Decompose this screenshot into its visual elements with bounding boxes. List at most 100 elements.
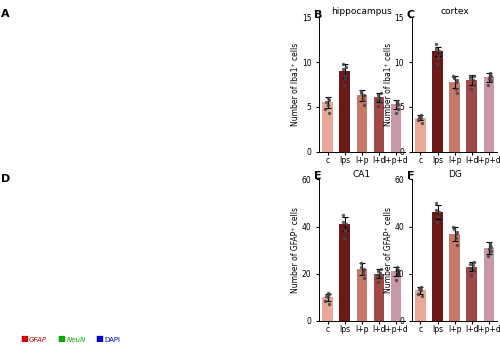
Point (360, 102, 368, 108)
Point (377, 100, 385, 105)
Point (392, 100, 400, 105)
Point (486, 240, 494, 246)
Bar (432, 213, 443, 321)
Text: GFAP: GFAP (29, 337, 47, 343)
Point (394, 106, 402, 111)
Point (470, 267, 478, 273)
Point (470, 82, 478, 87)
Point (415, 114, 423, 120)
Bar (432, 51, 443, 152)
Point (359, 93, 367, 99)
Point (357, 264, 365, 269)
Bar (340, 71, 350, 152)
Bar (484, 248, 494, 321)
Point (357, 91, 365, 96)
Point (342, 227, 349, 233)
Point (340, 67, 347, 72)
Point (470, 259, 478, 265)
Point (467, 272, 475, 278)
Point (356, 88, 364, 93)
Point (324, 290, 332, 295)
Text: F: F (407, 171, 414, 181)
Point (358, 271, 366, 276)
Point (434, 213, 442, 219)
Point (486, 246, 494, 252)
Y-axis label: Number of Iba1⁺ cells: Number of Iba1⁺ cells (384, 43, 393, 126)
Point (342, 73, 349, 78)
Point (487, 73, 495, 78)
Title: cortex: cortex (440, 8, 469, 17)
Text: D: D (1, 174, 10, 184)
Point (416, 113, 424, 119)
Point (324, 291, 332, 296)
Bar (356, 269, 367, 321)
Point (418, 284, 426, 289)
Point (434, 52, 442, 58)
Point (486, 73, 494, 78)
Point (322, 293, 330, 299)
Point (324, 97, 332, 102)
Point (325, 110, 333, 116)
Point (392, 270, 400, 275)
Point (486, 77, 494, 83)
Point (486, 243, 494, 248)
Point (466, 265, 474, 270)
Point (453, 230, 461, 235)
Point (377, 266, 385, 272)
Point (322, 298, 330, 304)
Point (432, 46, 440, 51)
Point (341, 76, 349, 81)
Title: CA1: CA1 (353, 170, 371, 179)
Point (452, 86, 460, 92)
Y-axis label: Number of Iba1⁺ cells: Number of Iba1⁺ cells (292, 43, 300, 126)
Point (435, 210, 443, 215)
Point (342, 64, 350, 69)
Point (417, 115, 425, 120)
Bar (466, 267, 477, 321)
Point (417, 287, 425, 293)
Point (486, 248, 494, 254)
Point (469, 77, 477, 83)
Point (340, 236, 348, 241)
Bar (484, 77, 494, 152)
Point (394, 272, 402, 278)
Bar (450, 234, 460, 321)
Point (418, 293, 426, 299)
Bar (322, 102, 333, 152)
Point (484, 253, 492, 259)
Point (392, 277, 400, 282)
Point (466, 73, 474, 78)
Y-axis label: Number of GFAP⁺ cells: Number of GFAP⁺ cells (291, 207, 300, 293)
Point (434, 55, 442, 60)
Point (376, 270, 384, 275)
Point (374, 268, 382, 274)
Point (452, 91, 460, 96)
Title: hippocampus: hippocampus (332, 8, 392, 17)
Text: ■: ■ (58, 334, 66, 343)
Point (322, 106, 330, 111)
Point (322, 99, 330, 104)
Point (394, 101, 402, 107)
Point (450, 224, 458, 229)
Point (360, 92, 368, 98)
Bar (415, 118, 426, 152)
Point (374, 279, 382, 285)
Point (377, 91, 385, 96)
Point (434, 213, 442, 219)
Point (376, 95, 384, 101)
Point (432, 219, 440, 225)
Point (394, 267, 402, 273)
Bar (322, 297, 333, 321)
Point (435, 49, 443, 54)
Point (452, 243, 460, 248)
Bar (466, 80, 477, 152)
Point (324, 102, 332, 108)
Bar (374, 274, 384, 321)
Point (377, 275, 385, 280)
Text: E: E (314, 171, 322, 181)
Title: DG: DG (448, 170, 462, 179)
Bar (450, 82, 460, 152)
Point (432, 200, 440, 206)
Point (418, 120, 426, 126)
Point (358, 97, 366, 102)
